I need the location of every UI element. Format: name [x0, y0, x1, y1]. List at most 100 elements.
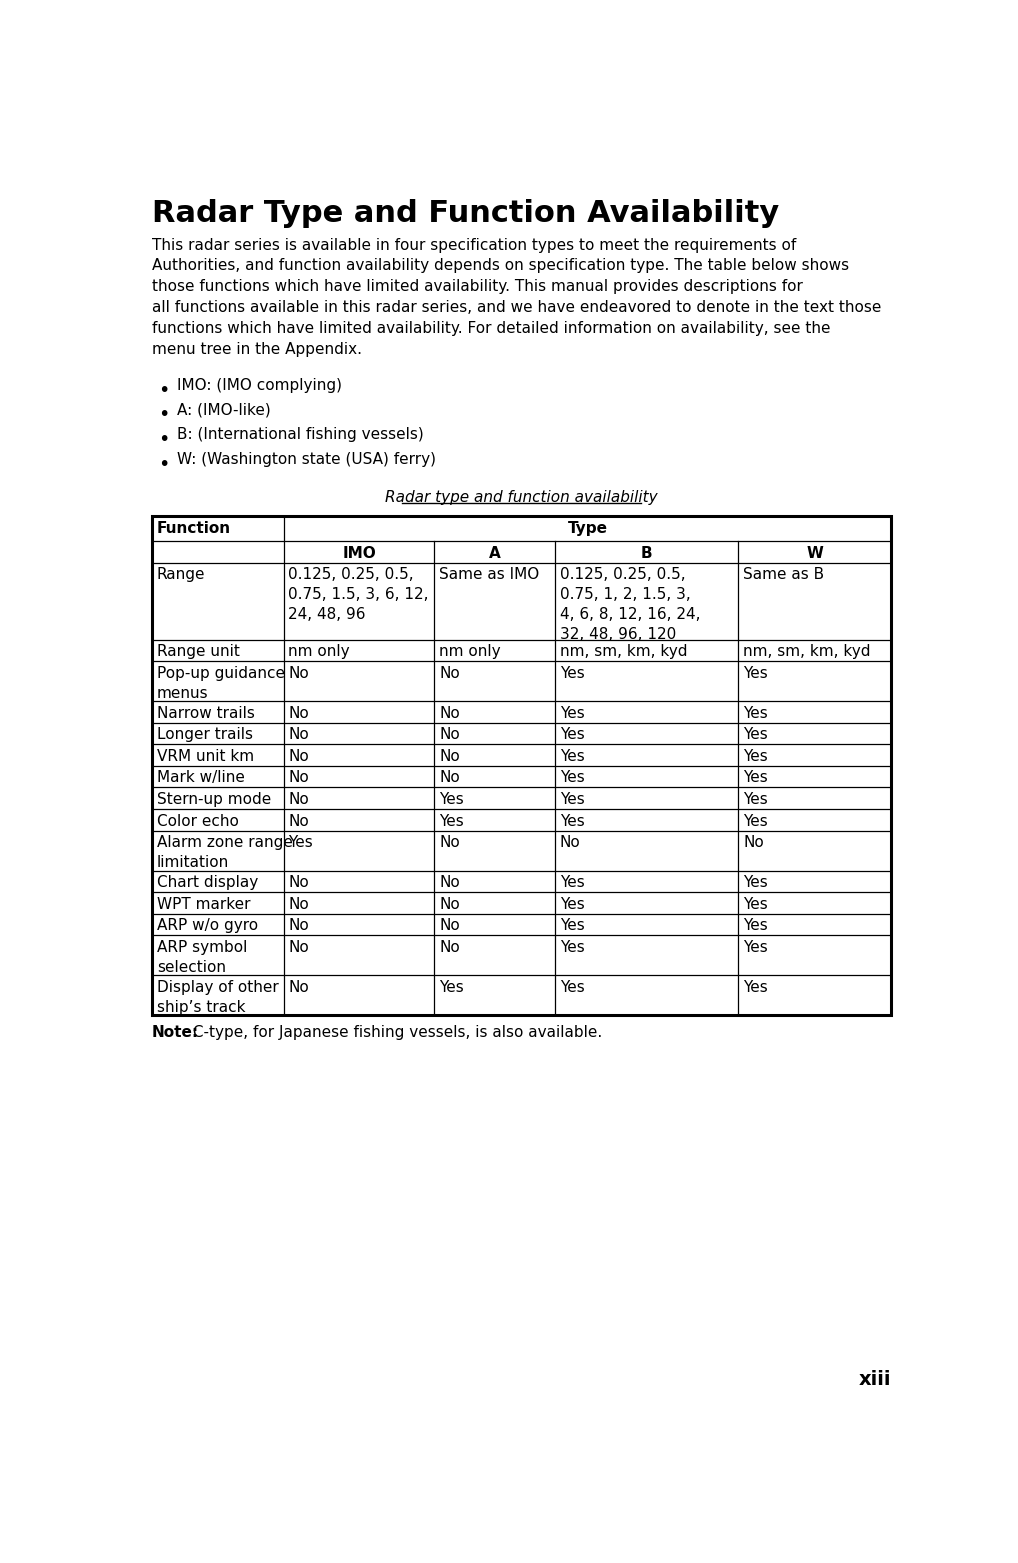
Text: Yes: Yes: [560, 792, 584, 807]
Text: Yes: Yes: [743, 727, 768, 742]
Text: IMO: (IMO complying): IMO: (IMO complying): [177, 378, 342, 392]
Text: No: No: [439, 919, 460, 933]
Text: No: No: [288, 727, 309, 742]
Text: Yes: Yes: [743, 749, 768, 764]
Text: No: No: [288, 814, 309, 828]
Text: Yes: Yes: [288, 835, 314, 850]
Text: No: No: [288, 706, 309, 721]
Text: Yes: Yes: [560, 749, 584, 764]
Text: Yes: Yes: [743, 919, 768, 933]
Text: No: No: [288, 666, 309, 681]
Text: No: No: [439, 666, 460, 681]
Text: Chart display: Chart display: [157, 875, 258, 891]
Text: No: No: [439, 939, 460, 955]
Text: A: A: [489, 545, 501, 561]
Text: ARP w/o gyro: ARP w/o gyro: [157, 919, 258, 933]
Text: Yes: Yes: [560, 666, 584, 681]
Text: Yes: Yes: [743, 666, 768, 681]
Text: No: No: [439, 897, 460, 911]
Text: No: No: [288, 771, 309, 786]
Text: No: No: [743, 835, 764, 850]
Text: B: (International fishing vessels): B: (International fishing vessels): [177, 427, 423, 442]
Text: Narrow trails: Narrow trails: [157, 706, 254, 721]
Text: nm only: nm only: [288, 644, 350, 660]
Text: This radar series is available in four specification types to meet the requireme: This radar series is available in four s…: [152, 238, 796, 253]
Text: No: No: [288, 792, 309, 807]
Text: No: No: [439, 875, 460, 891]
Text: WPT marker: WPT marker: [157, 897, 250, 911]
Text: ARP symbol
selection: ARP symbol selection: [157, 939, 247, 975]
Text: W: W: [806, 545, 824, 561]
Text: nm, sm, km, kyd: nm, sm, km, kyd: [560, 644, 687, 660]
Text: Mark w/line: Mark w/line: [157, 771, 244, 786]
Text: No: No: [439, 771, 460, 786]
Text: xiii: xiii: [859, 1369, 892, 1388]
Text: W: (Washington state (USA) ferry): W: (Washington state (USA) ferry): [177, 452, 436, 467]
Text: Pop-up guidance
menus: Pop-up guidance menus: [157, 666, 285, 700]
Text: Yes: Yes: [560, 814, 584, 828]
Text: Yes: Yes: [560, 980, 584, 996]
Text: B: B: [641, 545, 653, 561]
Text: Stern-up mode: Stern-up mode: [157, 792, 271, 807]
Text: Longer trails: Longer trails: [157, 727, 252, 742]
Text: Color echo: Color echo: [157, 814, 238, 828]
Text: No: No: [288, 939, 309, 955]
Text: Yes: Yes: [743, 939, 768, 955]
Text: No: No: [560, 835, 580, 850]
Text: •: •: [158, 381, 170, 400]
Text: Yes: Yes: [560, 897, 584, 911]
Text: No: No: [439, 835, 460, 850]
Text: menu tree in the Appendix.: menu tree in the Appendix.: [152, 342, 362, 356]
Text: Same as IMO: Same as IMO: [439, 567, 540, 581]
Text: Yes: Yes: [743, 792, 768, 807]
Text: Yes: Yes: [560, 939, 584, 955]
Text: Function: Function: [157, 520, 231, 536]
Text: nm only: nm only: [439, 644, 501, 660]
Text: Yes: Yes: [743, 875, 768, 891]
Text: C-type, for Japanese fishing vessels, is also available.: C-type, for Japanese fishing vessels, is…: [188, 1025, 603, 1039]
Text: A: (IMO-like): A: (IMO-like): [177, 402, 271, 417]
Text: those functions which have limited availability. This manual provides descriptio: those functions which have limited avail…: [152, 280, 803, 294]
Text: Display of other
ship’s track: Display of other ship’s track: [157, 980, 279, 1014]
Text: No: No: [439, 727, 460, 742]
Text: No: No: [288, 897, 309, 911]
Text: Yes: Yes: [743, 814, 768, 828]
Text: nm, sm, km, kyd: nm, sm, km, kyd: [743, 644, 870, 660]
Text: Authorities, and function availability depends on specification type. The table : Authorities, and function availability d…: [152, 258, 849, 274]
Text: No: No: [439, 706, 460, 721]
Text: No: No: [288, 749, 309, 764]
Text: Yes: Yes: [743, 897, 768, 911]
Text: Yes: Yes: [743, 980, 768, 996]
Text: all functions available in this radar series, and we have endeavored to denote i: all functions available in this radar se…: [152, 300, 882, 316]
Text: •: •: [158, 455, 170, 474]
Bar: [152, 516, 892, 1016]
Text: No: No: [439, 749, 460, 764]
Text: Radar Type and Function Availability: Radar Type and Function Availability: [152, 199, 780, 228]
Text: Range unit: Range unit: [157, 644, 239, 660]
Text: functions which have limited availability. For detailed information on availabil: functions which have limited availabilit…: [152, 320, 831, 336]
Text: Yes: Yes: [560, 875, 584, 891]
Text: •: •: [158, 405, 170, 425]
Text: Yes: Yes: [560, 727, 584, 742]
Text: Yes: Yes: [439, 792, 464, 807]
Text: Alarm zone range
limitation: Alarm zone range limitation: [157, 835, 292, 871]
Text: Yes: Yes: [743, 771, 768, 786]
Text: Radar type and function availability: Radar type and function availability: [386, 491, 658, 505]
Text: Yes: Yes: [560, 919, 584, 933]
Text: Yes: Yes: [560, 771, 584, 786]
Text: IMO: IMO: [342, 545, 376, 561]
Text: 0.125, 0.25, 0.5,
0.75, 1, 2, 1.5, 3,
4, 6, 8, 12, 16, 24,
32, 48, 96, 120: 0.125, 0.25, 0.5, 0.75, 1, 2, 1.5, 3, 4,…: [560, 567, 700, 641]
Text: •: •: [158, 430, 170, 449]
Text: Yes: Yes: [560, 706, 584, 721]
Text: Yes: Yes: [743, 706, 768, 721]
Text: No: No: [288, 875, 309, 891]
Text: VRM unit km: VRM unit km: [157, 749, 253, 764]
Text: Type: Type: [567, 520, 608, 536]
Text: 0.125, 0.25, 0.5,
0.75, 1.5, 3, 6, 12,
24, 48, 96: 0.125, 0.25, 0.5, 0.75, 1.5, 3, 6, 12, 2…: [288, 567, 429, 622]
Text: No: No: [288, 980, 309, 996]
Text: Range: Range: [157, 567, 206, 581]
Text: No: No: [288, 919, 309, 933]
Text: Yes: Yes: [439, 814, 464, 828]
Text: Same as B: Same as B: [743, 567, 825, 581]
Text: Note:: Note:: [152, 1025, 200, 1039]
